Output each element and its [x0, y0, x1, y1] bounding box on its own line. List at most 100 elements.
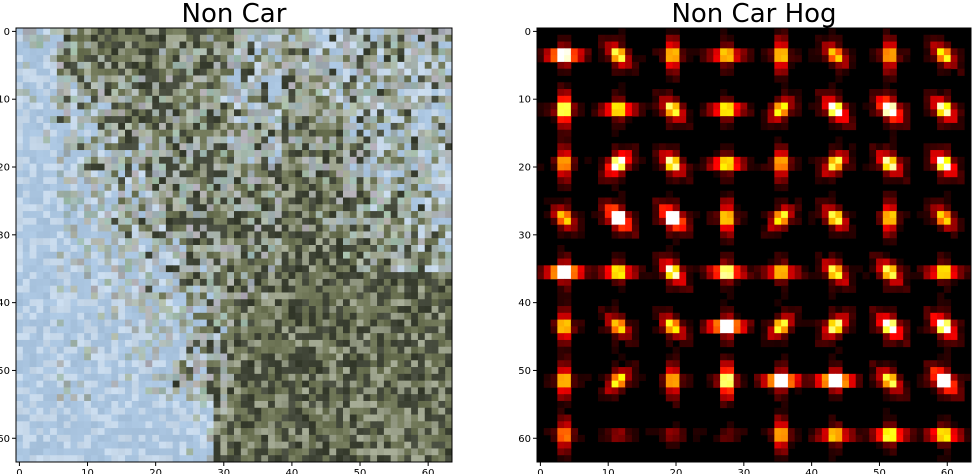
image-pixel [111, 360, 119, 368]
image-pixel [288, 177, 296, 185]
image-pixel [234, 122, 242, 131]
image-pixel [424, 380, 432, 388]
image-pixel [240, 109, 249, 117]
image-pixel [261, 95, 269, 103]
image-pixel [356, 421, 364, 429]
image-pixel [315, 407, 323, 415]
image-pixel [445, 394, 453, 402]
image-pixel [370, 41, 378, 49]
image-pixel [356, 319, 364, 327]
hog-pixel [848, 122, 857, 131]
image-pixel [84, 129, 92, 137]
image-pixel [397, 89, 405, 97]
image-pixel [43, 48, 51, 56]
image-pixel [152, 339, 160, 348]
hog-pixel [896, 55, 904, 63]
image-pixel [268, 400, 276, 409]
image-pixel [29, 75, 37, 83]
image-pixel [97, 82, 105, 90]
image-pixel [84, 448, 92, 456]
image-pixel [247, 238, 255, 246]
image-pixel [390, 414, 398, 422]
image-pixel [145, 82, 153, 90]
image-pixel [370, 373, 378, 382]
image-pixel [145, 285, 153, 293]
hog-pixel [604, 211, 612, 219]
hog-pixel [848, 116, 857, 124]
image-pixel [431, 414, 439, 422]
image-pixel [118, 102, 126, 110]
image-pixel [445, 136, 453, 144]
image-pixel [220, 170, 228, 178]
hog-pixel [882, 231, 891, 239]
image-pixel [288, 448, 296, 456]
image-pixel [390, 333, 398, 341]
hog-pixel [943, 204, 952, 212]
image-pixel [315, 163, 323, 171]
image-pixel [247, 129, 255, 137]
image-pixel [322, 129, 330, 137]
hog-pixel [937, 122, 945, 131]
image-pixel [302, 75, 310, 83]
image-pixel [90, 339, 99, 348]
hog-pixel [828, 109, 836, 117]
image-pixel [390, 387, 398, 395]
hog-pixel [876, 89, 884, 97]
image-pixel [288, 299, 296, 307]
image-pixel [90, 421, 99, 429]
image-pixel [97, 238, 105, 246]
hog-pixel [882, 143, 891, 151]
image-pixel [193, 109, 201, 117]
image-pixel [234, 272, 242, 280]
image-pixel [206, 61, 214, 70]
image-pixel [390, 272, 398, 280]
image-pixel [104, 150, 112, 158]
image-pixel [159, 333, 167, 341]
hog-pixel [842, 102, 850, 110]
image-pixel [90, 292, 99, 300]
image-pixel [445, 68, 453, 76]
image-pixel [390, 34, 398, 42]
image-pixel [349, 28, 358, 36]
image-pixel [404, 55, 412, 63]
image-pixel [43, 306, 51, 314]
image-pixel [131, 292, 140, 300]
image-pixel [97, 204, 105, 212]
image-pixel [322, 82, 330, 90]
hog-pixel [604, 163, 612, 171]
image-pixel [424, 95, 432, 103]
image-pixel [70, 407, 78, 415]
image-pixel [268, 75, 276, 83]
image-pixel [356, 278, 364, 287]
image-pixel [356, 156, 364, 165]
image-pixel [308, 407, 317, 415]
image-pixel [254, 394, 262, 402]
image-pixel [125, 89, 133, 97]
image-pixel [63, 170, 71, 178]
hog-pixel [943, 109, 952, 117]
image-pixel [165, 183, 174, 192]
image-pixel [295, 414, 303, 422]
image-pixel [118, 183, 126, 192]
image-pixel [445, 285, 453, 293]
image-pixel [261, 265, 269, 273]
image-pixel [411, 143, 419, 151]
image-pixel [97, 61, 105, 70]
image-pixel [254, 339, 262, 348]
image-pixel [77, 82, 85, 90]
image-pixel [424, 183, 432, 192]
image-pixel [56, 163, 65, 171]
image-pixel [179, 224, 187, 232]
image-pixel [336, 231, 344, 239]
image-pixel [274, 428, 283, 436]
image-pixel [261, 55, 269, 63]
image-pixel [131, 414, 140, 422]
image-pixel [404, 285, 412, 293]
image-pixel [308, 156, 317, 165]
image-pixel [77, 265, 85, 273]
image-pixel [308, 34, 317, 42]
image-pixel [186, 163, 194, 171]
image-pixel [308, 258, 317, 266]
image-pixel [165, 129, 174, 137]
image-pixel [36, 265, 44, 273]
